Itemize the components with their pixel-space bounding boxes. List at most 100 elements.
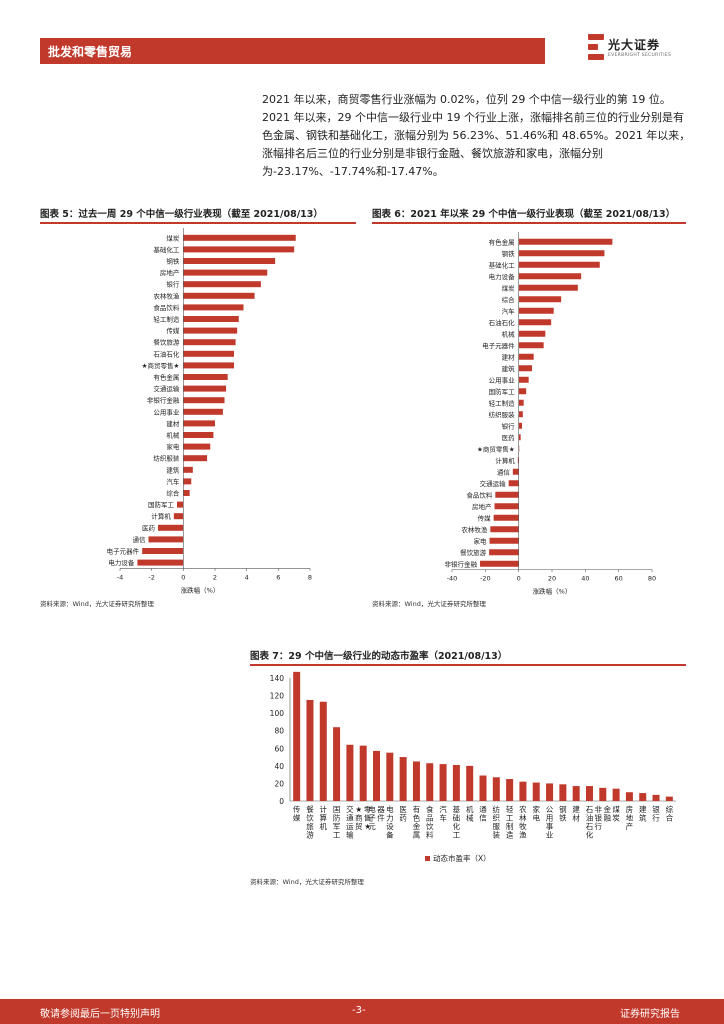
fig7-category-label: 通信 [479, 804, 487, 823]
fig6-category-label: 计算机 [495, 456, 515, 465]
fig7-category-label-text: 金融 [604, 804, 612, 823]
fig5-category-label: 银行 [166, 280, 180, 289]
fig5-bar [183, 478, 192, 485]
fig5-bar [183, 304, 244, 311]
fig6-category-label: 汽车 [502, 306, 516, 315]
fig6-x-tick-label: 20 [548, 575, 556, 583]
fig5-x-tick-label: -4 [117, 573, 123, 581]
fig7-category-label-text: 国防军工 [333, 805, 341, 840]
fig5-x-tick-label: 0 [181, 573, 185, 581]
fig7-bar [293, 671, 301, 801]
fig7-y-tick-label: 80 [274, 727, 284, 736]
fig5-bar [183, 397, 225, 404]
fig7-category-label: 建筑 [639, 804, 647, 823]
fig5-category-label: 有色金属 [153, 373, 179, 382]
fig7-bar [373, 750, 381, 801]
fig5-category-label: 计算机 [151, 512, 171, 521]
intro-paragraph: 2021 年以来，商贸零售行业涨幅为 0.02%，位列 29 个中信一级行业的第… [262, 93, 691, 178]
fig7-y-tick-label: 100 [270, 709, 285, 718]
fig7-bar [599, 787, 607, 801]
fig6-category-label: 家电 [474, 536, 488, 545]
fig5-bar [183, 269, 268, 276]
brand-name-en: EVERBRIGHT SECURITIES [608, 53, 672, 58]
fig7-title-rule [250, 664, 686, 666]
fig7-category-label-text: 零售★ [364, 805, 372, 831]
fig5-x-tick-label: 8 [308, 573, 312, 581]
fig6-bar [518, 250, 605, 257]
fig5-category-label: ★商贸零售★ [142, 361, 180, 370]
fig7-bar [532, 782, 540, 801]
fig7-category-label: 煤炭 [612, 804, 620, 823]
fig7-category-label: 餐饮旅游 [306, 805, 314, 840]
fig6-category-label: 电力设备 [489, 272, 516, 281]
fig6-bar [512, 468, 519, 475]
fig6-bar [508, 480, 519, 487]
fig6-category-label: 有色金属 [489, 237, 515, 246]
fig6-x-tick-label: -20 [480, 575, 491, 583]
fig7-category-label: 建材 [572, 804, 580, 823]
fig6-x-tick-label: 80 [648, 575, 656, 583]
fig7-bar [546, 783, 554, 801]
fig6-bar [490, 526, 519, 533]
fig6-category-label: 农林牧渔 [461, 525, 488, 534]
fig6-category-label: 银行 [502, 421, 516, 430]
fig5-bar [183, 408, 223, 415]
fig7-category-label-text: 非银行 [595, 804, 603, 831]
fig6-category-label: 医药 [502, 433, 516, 442]
fig5-bar [183, 339, 236, 346]
fig6-category-label: 基础化工 [489, 260, 516, 269]
fig7-bar [466, 765, 474, 801]
fig7-category-label-text: 电子元 [368, 804, 376, 831]
fig7-category-label-text: 交通运输 [346, 804, 354, 840]
fig5-title: 图表 5：过去一周 29 个中信一级行业表现（截至 2021/08/13） [40, 209, 323, 220]
fig7-source: 资料来源：Wind，光大证券研究所整理 [250, 878, 364, 886]
fig5-bar [183, 234, 296, 241]
fig7-bar [652, 794, 660, 801]
fig6-category-label: 轻工制造 [489, 398, 516, 407]
fig6-category-label: 电子元器件 [482, 341, 515, 350]
fig7-category-label-text: 建材 [572, 804, 580, 823]
fig6-bar [480, 560, 519, 567]
fig7-bar [612, 788, 620, 801]
fig7-category-label-text: 器件 [377, 805, 385, 823]
fig5-category-label: 纺织服装 [153, 454, 180, 463]
fig6-category-label: 食品饮料 [466, 490, 493, 499]
fig7-category-label-text: 机械 [466, 804, 474, 823]
fig5-bar [137, 559, 184, 566]
fig5-category-label: 农林牧渔 [153, 291, 180, 300]
fig6-bar [518, 284, 578, 291]
footer-report-type: 证券研究报告 [620, 1009, 680, 1020]
fig7-bar [412, 761, 420, 801]
fig7-bar [319, 701, 327, 801]
fig7-y-tick-label: 0 [279, 797, 284, 806]
fig5-category-label: 建材 [166, 419, 180, 428]
fig7-bar [306, 699, 314, 801]
fig6-category-label: 交通运输 [480, 479, 507, 488]
fig7-category-label: 机械 [466, 804, 474, 823]
fig6-bar [518, 376, 529, 383]
fig6-x-tick-label: 60 [615, 575, 623, 583]
fig6-category-label: 机械 [502, 329, 516, 338]
fig7-category-label-text: 轻工制造 [506, 804, 514, 840]
fig5-bar [183, 374, 228, 380]
fig7-category-label: 银行 [652, 805, 660, 823]
fig5-category-label: 基础化工 [153, 245, 180, 254]
fig7-category-label-text: 医药 [399, 805, 407, 823]
fig7-category-label: 医药 [399, 805, 407, 823]
fig5-category-label: 钢铁 [166, 257, 180, 266]
fig5-title-rule [40, 222, 356, 224]
fig7-y-tick-label: 40 [274, 762, 284, 771]
fig6-bar [518, 422, 522, 429]
fig7-bar [439, 764, 447, 801]
fig5-bar [183, 455, 208, 462]
fig5-category-label: 公用事业 [153, 407, 180, 416]
fig7-category-label: 计算机 [320, 804, 328, 831]
fig7-y-tick-label: 60 [274, 744, 284, 753]
fig5-category-label: 非银行金融 [147, 396, 180, 405]
fig7-y-tick-label: 20 [274, 779, 284, 788]
fig7-y-tick-label: 140 [270, 674, 285, 683]
fig5-bar [183, 292, 255, 299]
fig6-bar [489, 537, 519, 544]
fig7-category-label: 有色金属 [413, 804, 421, 840]
fig5-bar [183, 362, 234, 369]
